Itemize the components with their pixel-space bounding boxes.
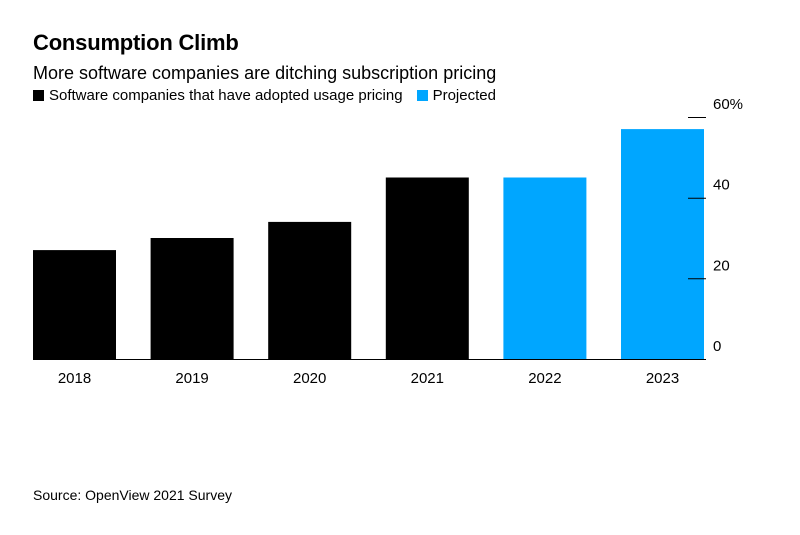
bar-2020 <box>268 221 352 359</box>
bar-2023 <box>621 129 704 359</box>
chart-subtitle: More software companies are ditching sub… <box>33 63 497 83</box>
y-tick-label-20: 20 <box>713 257 730 274</box>
legend-swatch-adopted <box>33 90 44 101</box>
bar-2019 <box>150 238 234 359</box>
x-tick-label-2022: 2022 <box>528 370 561 387</box>
legend-item-projected: Projected <box>416 87 496 104</box>
y-tick-label-60: 60% <box>713 96 743 113</box>
legend: Software companies that have adopted usa… <box>33 87 510 104</box>
chart-title: Consumption Climb <box>33 30 239 55</box>
bar-2021 <box>385 177 469 359</box>
legend-label-adopted: Software companies that have adopted usa… <box>49 87 403 104</box>
x-tick-label-2021: 2021 <box>411 370 444 387</box>
x-tick-label-2023: 2023 <box>646 370 679 387</box>
bar-2022 <box>503 177 587 359</box>
source-note: Source: OpenView 2021 Survey <box>33 487 232 503</box>
legend-label-projected: Projected <box>432 87 496 104</box>
bar-2018 <box>33 250 116 359</box>
y-tick-label-0: 0 <box>713 338 721 355</box>
x-tick-label-2019: 2019 <box>175 370 208 387</box>
legend-item-adopted: Software companies that have adopted usa… <box>33 87 403 104</box>
y-tick-label-40: 40 <box>713 177 730 194</box>
legend-swatch-projected <box>416 90 428 101</box>
x-tick-label-2018: 2018 <box>58 370 91 387</box>
x-tick-label-2020: 2020 <box>293 370 326 387</box>
